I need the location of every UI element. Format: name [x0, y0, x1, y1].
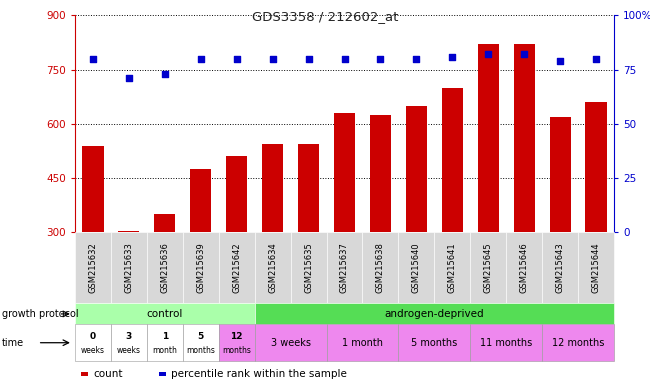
Bar — [190, 169, 211, 232]
Bar — [183, 232, 218, 303]
Text: androgen-deprived: androgen-deprived — [385, 309, 484, 319]
Bar — [147, 232, 183, 303]
Bar — [159, 372, 166, 376]
Text: GSM215635: GSM215635 — [304, 242, 313, 293]
Text: count: count — [93, 369, 122, 379]
Text: 1: 1 — [162, 332, 168, 341]
Text: GSM215643: GSM215643 — [556, 242, 565, 293]
Text: growth protocol: growth protocol — [2, 309, 79, 319]
Text: months: months — [186, 346, 215, 355]
Bar — [398, 324, 471, 361]
Bar — [549, 117, 571, 232]
Bar — [75, 324, 110, 361]
Text: 12 months: 12 months — [552, 338, 605, 348]
Bar — [291, 232, 326, 303]
Bar — [326, 324, 398, 361]
Bar — [218, 324, 255, 361]
Text: GSM215637: GSM215637 — [340, 242, 349, 293]
Text: 12: 12 — [230, 332, 243, 341]
Text: control: control — [146, 309, 183, 319]
Text: GDS3358 / 212602_at: GDS3358 / 212602_at — [252, 10, 398, 23]
Point — [483, 51, 493, 58]
Point — [411, 56, 422, 62]
Bar — [255, 232, 291, 303]
Text: 1 month: 1 month — [342, 338, 383, 348]
Text: GSM215642: GSM215642 — [232, 243, 241, 293]
Point — [555, 58, 566, 64]
Bar — [218, 232, 255, 303]
Text: GSM215641: GSM215641 — [448, 243, 457, 293]
Bar — [75, 303, 255, 324]
Text: GSM215646: GSM215646 — [520, 242, 529, 293]
Point — [375, 56, 385, 62]
Text: month: month — [152, 346, 177, 355]
Bar — [226, 156, 248, 232]
Bar — [406, 106, 427, 232]
Point — [196, 56, 206, 62]
Bar — [81, 372, 88, 376]
Point — [519, 51, 530, 58]
Text: 3: 3 — [125, 332, 132, 341]
Text: GSM215638: GSM215638 — [376, 242, 385, 293]
Text: 5: 5 — [198, 332, 203, 341]
Bar — [298, 144, 319, 232]
Bar — [434, 232, 471, 303]
Text: weeks: weeks — [117, 346, 140, 355]
Text: 0: 0 — [90, 332, 96, 341]
Text: weeks: weeks — [81, 346, 105, 355]
Bar — [147, 324, 183, 361]
Text: percentile rank within the sample: percentile rank within the sample — [171, 369, 347, 379]
Bar — [471, 324, 542, 361]
Point — [447, 53, 458, 60]
Bar — [255, 303, 614, 324]
Point — [124, 75, 134, 81]
Point — [267, 56, 278, 62]
Bar — [333, 113, 356, 232]
Point — [231, 56, 242, 62]
Bar — [514, 44, 535, 232]
Point — [159, 71, 170, 77]
Bar — [111, 324, 147, 361]
Bar — [183, 324, 218, 361]
Point — [88, 56, 98, 62]
Bar — [471, 232, 506, 303]
Text: 5 months: 5 months — [411, 338, 458, 348]
Text: GSM215633: GSM215633 — [124, 242, 133, 293]
Text: GSM215636: GSM215636 — [160, 242, 169, 293]
Bar — [578, 232, 614, 303]
Text: GSM215639: GSM215639 — [196, 242, 205, 293]
Text: GSM215644: GSM215644 — [592, 243, 601, 293]
Bar — [111, 232, 147, 303]
Text: 11 months: 11 months — [480, 338, 532, 348]
Bar — [262, 144, 283, 232]
Bar — [542, 324, 614, 361]
Bar — [398, 232, 434, 303]
Bar — [118, 230, 140, 232]
Text: time: time — [2, 338, 24, 348]
Bar — [154, 214, 176, 232]
Bar — [370, 115, 391, 232]
Text: months: months — [222, 346, 251, 355]
Point — [591, 56, 601, 62]
Bar — [255, 324, 326, 361]
Bar — [82, 146, 103, 232]
Bar — [363, 232, 398, 303]
Text: GSM215640: GSM215640 — [412, 243, 421, 293]
Bar — [75, 232, 110, 303]
Text: GSM215645: GSM215645 — [484, 243, 493, 293]
Point — [304, 56, 314, 62]
Bar — [586, 102, 607, 232]
Bar — [542, 232, 578, 303]
Text: GSM215634: GSM215634 — [268, 242, 277, 293]
Point — [339, 56, 350, 62]
Text: GSM215632: GSM215632 — [88, 242, 98, 293]
Bar — [326, 232, 363, 303]
Bar — [441, 88, 463, 232]
Bar — [478, 44, 499, 232]
Bar — [506, 232, 542, 303]
Text: 3 weeks: 3 weeks — [270, 338, 311, 348]
